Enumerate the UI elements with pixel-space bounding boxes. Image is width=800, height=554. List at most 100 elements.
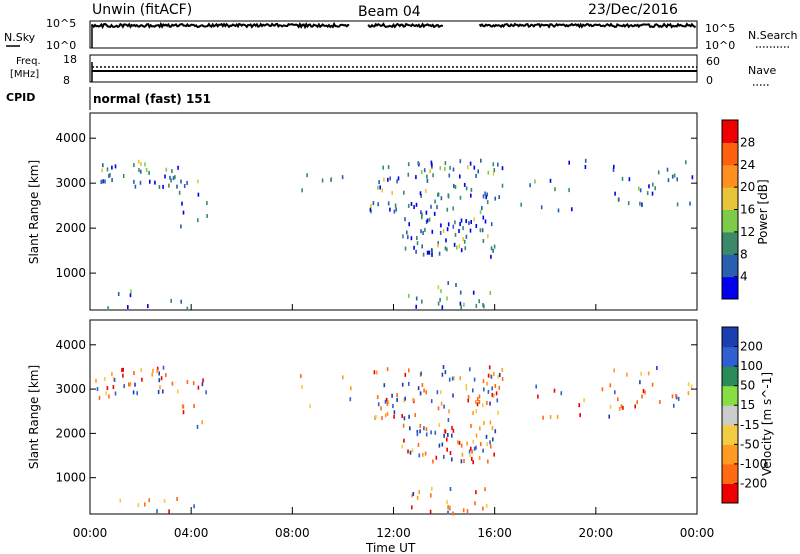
echo-point [644,390,646,395]
echo-point [396,179,398,184]
echo-point [489,420,492,425]
echo-point [134,184,137,189]
echo-point [441,305,444,310]
echo-point [341,175,344,180]
echo-point [419,191,422,196]
echo-point [386,367,389,372]
echo-point [138,168,140,173]
echo-point [618,197,620,202]
echo-point [494,196,496,201]
echo-point [487,170,490,175]
x-tick-label: 00:00 [680,526,715,540]
echo-point [439,297,441,302]
echo-point [413,245,415,250]
echo-point [462,237,464,241]
echo-point [535,384,537,389]
echo-point [486,381,488,386]
echo-point [197,218,199,223]
echo-point [446,247,448,252]
echo-point [431,252,433,257]
echo-point [479,442,482,447]
echo-point [493,244,496,249]
echo-point [437,406,440,411]
echo-point [490,254,492,259]
echo-point [431,164,433,169]
echo-point [475,173,477,178]
colorbar-segment [722,405,738,426]
colorbar-tick-label: 12 [740,225,755,239]
echo-point [408,293,410,298]
echo-point [612,168,615,172]
echo-point [452,428,455,433]
echo-point [466,441,468,446]
echo-point [454,220,456,225]
echo-point [403,398,405,403]
y-tick-label: 3000 [55,382,86,396]
echo-point [140,368,142,373]
echo-point [639,380,641,385]
colorbar-segment [722,209,738,233]
echo-point [416,432,419,437]
echo-point [444,161,447,166]
power-colorbar-label: Power [dB] [756,179,770,244]
echo-point [383,383,386,388]
echo-point [121,368,123,372]
echo-point [463,182,466,187]
echo-point [438,423,441,428]
echo-point [176,497,178,501]
echo-point [628,177,631,182]
power-ylabel: Slant Range [km] [27,160,41,264]
echo-point [165,167,168,172]
echo-point [420,229,422,234]
echo-point [114,391,117,396]
echo-point [112,385,115,390]
echo-point [412,492,415,496]
echo-point [139,180,142,185]
echo-point [614,191,616,196]
echo-point [492,437,494,442]
echo-point [520,202,522,207]
colorbar-segment [722,424,738,445]
echo-point [419,423,422,428]
echo-point [460,443,463,448]
echo-point [498,195,500,200]
echo-point [666,167,669,172]
echo-point [439,390,442,395]
echo-point [168,183,170,188]
echo-point [434,430,437,435]
echo-point [656,366,658,370]
echo-point [163,499,166,503]
echo-point [475,409,478,414]
echo-point [439,230,442,235]
echo-point [113,377,116,382]
echo-point [641,394,643,399]
beam-title: Beam 04 [358,4,421,20]
echo-point [416,236,418,240]
echo-point [197,179,199,184]
echo-point [463,239,466,244]
echo-point [529,183,531,188]
echo-point [438,443,441,448]
echo-point [459,301,462,306]
echo-point [431,249,433,254]
echo-point [96,387,99,391]
echo-point [419,429,421,434]
echo-point [557,208,560,213]
echo-point [397,176,400,181]
colorbar-segment [722,187,738,210]
echo-point [183,184,186,188]
echo-point [122,373,124,378]
echo-point [484,219,487,224]
echo-point [446,296,448,301]
echo-point [145,168,148,172]
echo-point [436,205,438,210]
echo-point [488,373,491,378]
echo-point [556,414,559,419]
echo-point [406,230,408,235]
echo-point [497,374,499,379]
echo-point [494,384,497,388]
nave-label: Nave [748,64,776,77]
echo-point [417,386,420,391]
echo-point [470,423,472,428]
echo-point [158,371,160,376]
